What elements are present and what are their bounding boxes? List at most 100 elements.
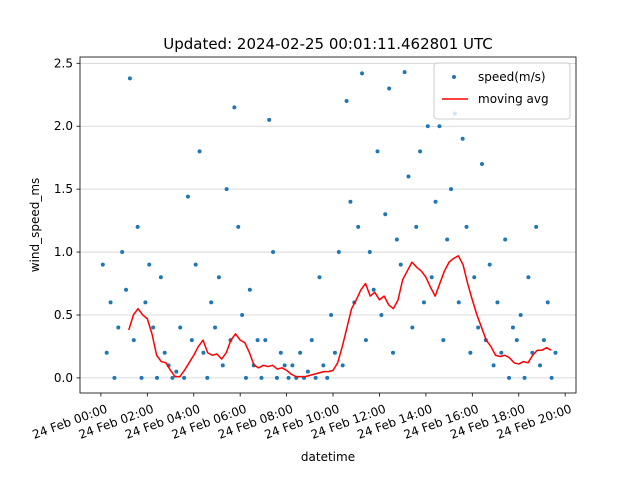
scatter-point: [425, 124, 430, 129]
scatter-point: [445, 237, 450, 242]
scatter-point: [429, 275, 434, 280]
scatter-point: [317, 275, 322, 280]
scatter-point: [201, 350, 206, 355]
scatter-point: [108, 300, 113, 305]
scatter-point: [441, 338, 446, 343]
scatter-point: [274, 375, 279, 380]
scatter-point: [220, 363, 225, 368]
scatter-point: [131, 338, 136, 343]
legend-marker: [452, 75, 456, 79]
scatter-point: [534, 224, 539, 229]
scatter-point: [100, 262, 105, 267]
scatter-point: [154, 375, 159, 380]
scatter-point: [495, 300, 500, 305]
scatter-point: [421, 300, 426, 305]
scatter-point: [398, 262, 403, 267]
y-axis-label: wind_speed_ms: [28, 178, 42, 273]
scatter-point: [387, 86, 392, 91]
scatter-point: [170, 375, 175, 380]
scatter-point: [499, 350, 504, 355]
scatter-point: [124, 287, 129, 292]
scatter-point: [360, 71, 365, 76]
scatter-point: [344, 99, 349, 104]
scatter-point: [267, 117, 272, 122]
scatter-point: [356, 224, 361, 229]
scatter-point: [263, 338, 268, 343]
scatter-point: [479, 161, 484, 166]
legend-box: [433, 62, 571, 120]
scatter-point: [236, 224, 241, 229]
scatter-point: [402, 70, 407, 75]
scatter-point: [185, 194, 190, 199]
scatter-point: [538, 363, 543, 368]
scatter-point: [158, 275, 163, 280]
y-tick-label: 2.5: [54, 56, 73, 70]
scatter-point: [209, 300, 214, 305]
scatter-point: [216, 275, 221, 280]
scatter-point: [147, 262, 152, 267]
scatter-point: [139, 375, 144, 380]
scatter-point: [321, 363, 326, 368]
y-tick-label: 1.5: [54, 182, 73, 196]
scatter-point: [135, 224, 140, 229]
scatter-point: [255, 338, 260, 343]
scatter-point: [174, 369, 179, 374]
scatter-point: [456, 300, 461, 305]
scatter-point: [375, 149, 380, 154]
scatter-point: [259, 375, 264, 380]
scatter-point: [367, 250, 372, 255]
scatter-point: [104, 350, 109, 355]
scatter-point: [468, 350, 473, 355]
scatter-point: [449, 187, 454, 192]
scatter-point: [240, 312, 245, 317]
scatter-point: [271, 250, 276, 255]
line-series: [128, 255, 552, 378]
scatter-point: [325, 375, 330, 380]
scatter-point: [247, 287, 252, 292]
scatter-point: [332, 350, 337, 355]
x-axis-label: datetime: [301, 450, 355, 464]
scatter-point: [143, 300, 148, 305]
scatter-point: [545, 300, 550, 305]
scatter-point: [406, 174, 411, 179]
scatter-point: [290, 363, 295, 368]
scatter-point: [472, 275, 477, 280]
legend: speed(m/s) moving avg: [433, 62, 571, 120]
scatter-point: [182, 375, 187, 380]
y-tick-label: 1.0: [54, 245, 73, 259]
scatter-point: [371, 287, 376, 292]
scatter-point: [418, 149, 423, 154]
legend-label: moving avg: [478, 92, 549, 106]
scatter-point: [232, 105, 237, 110]
scatter-point: [162, 350, 167, 355]
chart-title: Updated: 2024-02-25 00:01:11.462801 UTC: [163, 35, 493, 53]
scatter-point: [278, 350, 283, 355]
legend-label: speed(m/s): [478, 70, 546, 84]
scatter-point: [329, 312, 334, 317]
y-tick-label: 2.0: [54, 119, 73, 133]
scatter-point: [514, 338, 519, 343]
scatter-point: [213, 325, 218, 330]
scatter-point: [120, 250, 125, 255]
scatter-point: [379, 312, 384, 317]
scatter-point: [243, 375, 248, 380]
scatter-point: [309, 338, 314, 343]
scatter-point: [487, 262, 492, 267]
scatter-point: [363, 338, 368, 343]
scatter-point: [518, 312, 523, 317]
scatter-point: [348, 199, 353, 204]
scatter-point: [178, 325, 183, 330]
y-tick-label: 0.0: [54, 371, 73, 385]
scatter-point: [464, 224, 469, 229]
scatter-point: [510, 325, 515, 330]
scatter-point: [298, 350, 303, 355]
scatter-point: [437, 124, 442, 129]
scatter-point: [127, 76, 132, 81]
y-tick-label: 0.5: [54, 308, 73, 322]
scatter-point: [507, 375, 512, 380]
scatter-point: [286, 375, 291, 380]
scatter-point: [553, 350, 558, 355]
scatter-point: [313, 375, 318, 380]
